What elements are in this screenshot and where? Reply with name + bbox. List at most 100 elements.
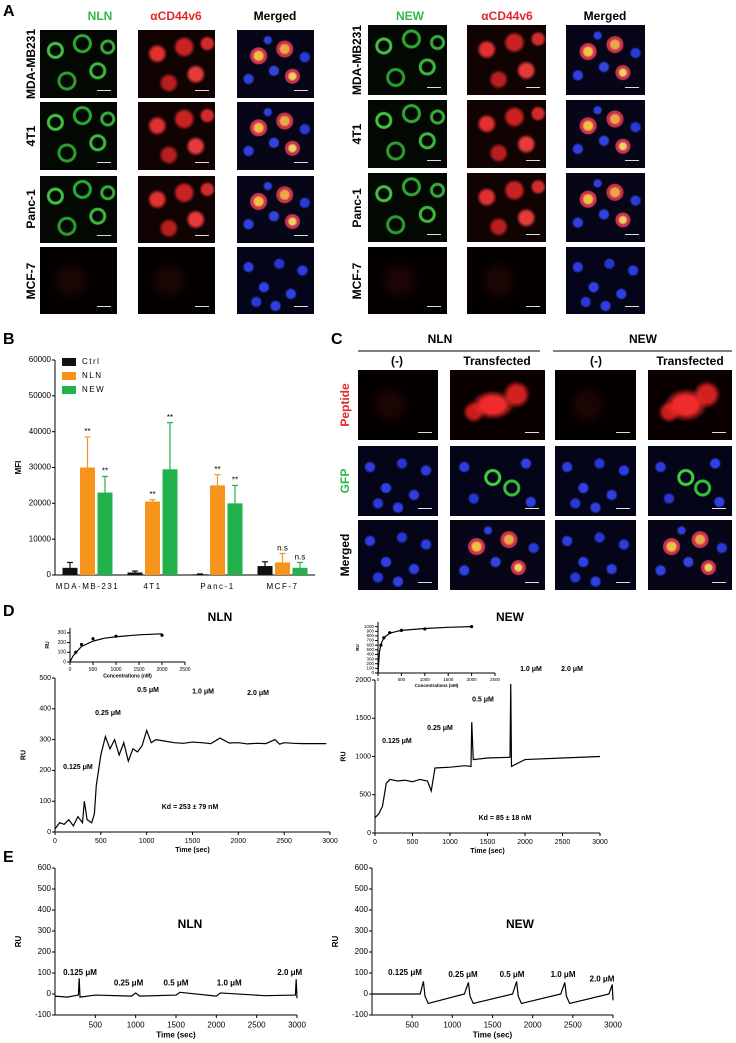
row-label: 4T1	[24, 125, 38, 146]
y-axis-title: RU	[340, 751, 347, 761]
y-tick-label: 500	[38, 884, 52, 893]
annotation: 0.5 μM	[164, 979, 189, 988]
annotation: 0.5 μM	[500, 970, 525, 979]
y-tick-label: 1000	[364, 624, 375, 629]
micrograph	[555, 370, 636, 440]
column-header: (-)	[391, 354, 403, 368]
x-tick-label: Panc-1	[200, 582, 234, 591]
y-tick-label: 100	[39, 798, 51, 805]
y-tick-label: 400	[39, 706, 51, 713]
micrograph	[237, 176, 314, 243]
micrograph	[467, 100, 546, 168]
y-tick-label: 100	[355, 968, 369, 977]
y-tick-label: 2000	[355, 677, 371, 684]
significance-label: **	[84, 427, 90, 436]
y-tick-label: 800	[366, 633, 374, 638]
annotation: 1.0 μM	[520, 666, 542, 673]
y-tick-label: 40000	[29, 427, 52, 436]
y-tick-label: 500	[359, 792, 371, 799]
panel-label: C	[331, 331, 343, 348]
x-tick-label: 1000	[443, 1020, 461, 1029]
y-tick-label: 0	[63, 659, 66, 665]
annotation: 1.0 μM	[192, 689, 214, 696]
x-tick-label: 4T1	[143, 582, 161, 591]
annotation: 2.0 μM	[247, 690, 269, 697]
y-tick-label: 0	[367, 830, 371, 837]
x-tick-label: MCF-7	[267, 582, 299, 591]
y-tick-label: 500	[39, 675, 51, 682]
column-header: NLN	[88, 9, 113, 23]
column-header: Transfected	[656, 354, 723, 368]
x-tick-label: 3000	[322, 838, 338, 845]
column-header: αCD44v6	[481, 9, 533, 23]
y-tick-label: 500	[366, 647, 374, 652]
annotation: Kd = 253 ± 79 nM	[162, 804, 219, 811]
bar	[275, 562, 290, 575]
column-header: (-)	[590, 354, 602, 368]
micrograph	[237, 247, 314, 314]
y-tick-label: 0	[47, 570, 52, 579]
y-axis-title: MFI	[14, 461, 23, 475]
significance-label: **	[149, 490, 155, 499]
x-tick-label: 0	[377, 677, 380, 682]
significance-label: **	[214, 465, 220, 474]
x-tick-label: 1500	[480, 839, 496, 846]
x-tick-label: 2500	[276, 838, 292, 845]
micrograph	[368, 100, 447, 168]
micrograph	[40, 176, 117, 243]
x-tick-label: MDA-MB-231	[56, 582, 119, 591]
annotation: 0.5 μM	[137, 687, 159, 694]
y-tick-label: 400	[38, 905, 52, 914]
significance-label: **	[167, 413, 173, 422]
data-point	[160, 633, 164, 637]
data-line	[69, 633, 163, 663]
annotation: 0.25 μM	[448, 970, 478, 979]
bar	[257, 566, 273, 575]
micrograph	[566, 247, 645, 314]
legend-swatch	[62, 386, 76, 394]
y-tick-label: 400	[366, 652, 374, 657]
y-tick-label: 30000	[29, 463, 52, 472]
panel-label: A	[3, 3, 15, 20]
column-header: Merged	[254, 9, 297, 23]
legend-swatch	[62, 358, 76, 366]
y-tick-label: 0	[47, 989, 52, 998]
x-tick-label: 2500	[179, 667, 190, 673]
bar	[210, 485, 225, 575]
y-tick-label: 900	[366, 628, 374, 633]
group-header: NLN	[428, 332, 453, 346]
y-tick-label: 600	[366, 642, 374, 647]
y-axis-title: RU	[20, 750, 27, 760]
y-tick-label: 0	[47, 829, 51, 836]
legend-swatch	[62, 372, 76, 380]
row-label: MDA-MB231	[24, 29, 38, 99]
row-label: 4T1	[350, 123, 364, 144]
y-axis-title: RU	[331, 936, 340, 948]
micrograph	[467, 247, 546, 314]
annotation: 0.125 μM	[63, 968, 97, 977]
column-header: Merged	[584, 9, 627, 23]
y-axis-title: RU	[355, 644, 360, 651]
x-tick-label: 2500	[564, 1020, 582, 1029]
y-tick-label: 200	[39, 767, 51, 774]
x-tick-label: 0	[53, 838, 57, 845]
y-tick-label: 300	[39, 736, 51, 743]
micrograph	[648, 446, 732, 516]
y-tick-label: -100	[352, 1010, 369, 1019]
y-tick-label: 20000	[29, 498, 52, 507]
legend-label: Ctrl	[82, 357, 100, 366]
y-tick-label: 0	[364, 989, 369, 998]
micrograph	[467, 25, 546, 95]
annotation: 2.0 μM	[590, 974, 615, 983]
x-tick-label: 2000	[524, 1020, 542, 1029]
micrograph	[138, 30, 215, 98]
x-tick-label: 500	[407, 839, 419, 846]
row-label: Merged	[338, 534, 352, 577]
y-tick-label: 1000	[355, 753, 371, 760]
y-tick-label: 0	[371, 670, 374, 675]
y-tick-label: 600	[355, 863, 369, 872]
y-tick-label: 100	[38, 968, 52, 977]
y-tick-label: 300	[38, 926, 52, 935]
x-tick-label: 1500	[133, 667, 144, 673]
x-tick-label: 2000	[231, 838, 247, 845]
